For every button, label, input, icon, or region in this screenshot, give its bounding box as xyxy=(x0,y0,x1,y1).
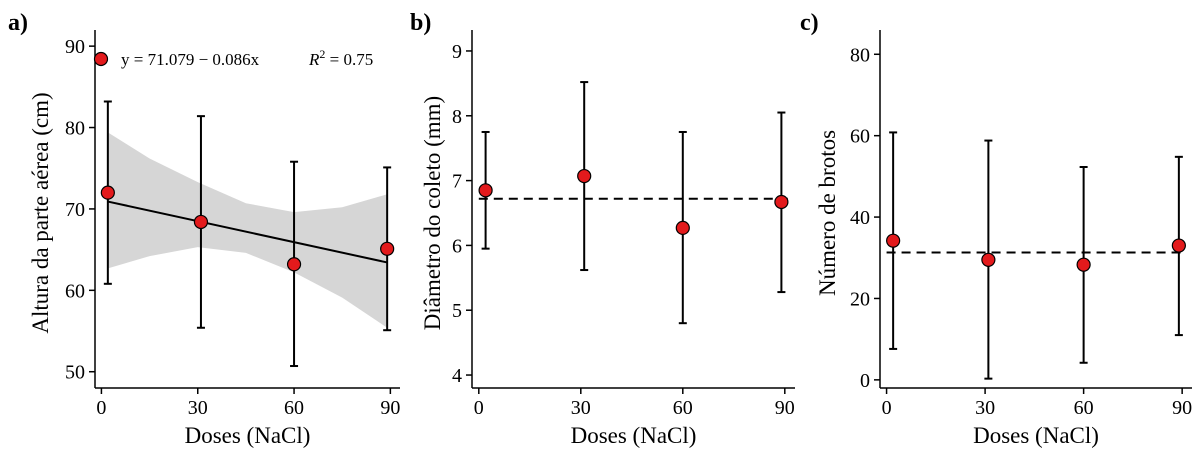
x-tick-label: 0 xyxy=(474,397,484,419)
y-axis-label: Diâmetro do coleto (mm) xyxy=(420,96,445,330)
chart-panel-1: a) 50 60 70 80 90 0 30 60 90 Doses (NaCl) Altura da… xyxy=(8,10,400,448)
regression-equation: y = 71.079 − 0.086x xyxy=(121,50,260,69)
x-tick-label: 0 xyxy=(882,397,892,419)
y-tick-label: 40 xyxy=(850,207,870,229)
x-axis-label: Doses (NaCl) xyxy=(571,423,697,448)
x-tick-label: 90 xyxy=(1172,397,1192,419)
panel-label: a) xyxy=(8,10,28,36)
x-axis-label: Doses (NaCl) xyxy=(973,423,1099,448)
y-tick-label: 8 xyxy=(452,106,462,128)
data-point xyxy=(380,241,395,256)
x-tick-label: 30 xyxy=(571,397,591,419)
y-tick-label: 70 xyxy=(65,199,85,221)
r-squared-label: R2 = 0.75 xyxy=(308,47,373,69)
r-squared-value: = 0.75 xyxy=(325,50,373,69)
data-point xyxy=(193,214,209,230)
data-point xyxy=(1076,257,1091,272)
y-tick-label: 90 xyxy=(65,36,85,58)
x-tick-label: 90 xyxy=(775,397,795,419)
y-tick-label: 5 xyxy=(452,300,462,322)
data-point xyxy=(981,252,996,267)
legend-point xyxy=(93,51,109,67)
r-symbol: R xyxy=(308,50,320,69)
data-point xyxy=(100,185,115,200)
y-tick-label: 50 xyxy=(65,362,85,384)
x-tick-label: 30 xyxy=(188,397,208,419)
confidence-band xyxy=(107,132,388,328)
y-tick-label: 60 xyxy=(65,280,85,302)
x-axis-label: Doses (NaCl) xyxy=(185,423,311,448)
data-point xyxy=(886,233,901,248)
x-tick-label: 30 xyxy=(975,397,995,419)
x-tick-label: 90 xyxy=(380,397,400,419)
y-tick-label: 7 xyxy=(452,171,462,193)
panel-label: b) xyxy=(410,10,431,36)
chart-panel-3: c) 0 20 40 60 80 0 30 60 90 Doses (NaCl) Número de … xyxy=(800,10,1192,448)
x-tick-label: 60 xyxy=(1074,397,1094,419)
data-point xyxy=(774,194,789,210)
y-tick-label: 60 xyxy=(850,126,870,148)
y-tick-label: 6 xyxy=(452,235,462,257)
y-tick-label: 4 xyxy=(452,365,462,387)
data-point xyxy=(577,168,592,184)
x-tick-label: 0 xyxy=(96,397,106,419)
y-axis-label: Altura da parte aérea (cm) xyxy=(28,92,53,333)
data-point xyxy=(675,220,690,236)
regression-line xyxy=(107,200,388,264)
y-tick-label: 20 xyxy=(850,288,870,310)
data-point xyxy=(478,183,493,198)
y-tick-label: 9 xyxy=(452,41,462,63)
y-tick-label: 0 xyxy=(860,370,870,392)
x-tick-label: 60 xyxy=(284,397,304,419)
panel-label: c) xyxy=(800,10,819,36)
x-tick-label: 60 xyxy=(673,397,693,419)
y-tick-label: 80 xyxy=(850,44,870,66)
data-point xyxy=(286,257,302,272)
r-superscript: 2 xyxy=(319,47,325,61)
y-axis-label: Número de brotos xyxy=(815,130,840,296)
data-point xyxy=(1171,238,1186,253)
y-tick-label: 80 xyxy=(65,118,85,140)
